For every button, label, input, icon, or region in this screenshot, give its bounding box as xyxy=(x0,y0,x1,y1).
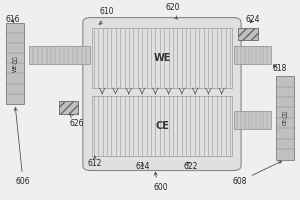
Bar xyxy=(92,96,232,156)
Text: WE:接头: WE:接头 xyxy=(13,55,17,72)
Text: WE: WE xyxy=(153,53,171,63)
Text: 614: 614 xyxy=(135,162,150,171)
Text: 618: 618 xyxy=(273,64,287,73)
Text: 612: 612 xyxy=(88,156,102,168)
Text: 624: 624 xyxy=(246,15,260,24)
Text: 616: 616 xyxy=(5,15,20,24)
Text: 606: 606 xyxy=(14,108,30,186)
FancyBboxPatch shape xyxy=(83,18,241,171)
Bar xyxy=(92,28,232,88)
Bar xyxy=(238,28,257,40)
Text: 610: 610 xyxy=(99,7,114,24)
Text: 620: 620 xyxy=(165,3,180,19)
Bar xyxy=(276,76,294,160)
Bar xyxy=(234,46,271,64)
Bar xyxy=(59,101,78,114)
Bar xyxy=(6,23,24,104)
Text: 600: 600 xyxy=(153,172,168,192)
Text: CE:接头: CE:接头 xyxy=(283,110,287,125)
Text: 608: 608 xyxy=(232,161,282,186)
Bar xyxy=(29,46,90,64)
Text: 626: 626 xyxy=(70,114,84,128)
Text: CE: CE xyxy=(155,121,169,131)
Text: 622: 622 xyxy=(183,162,197,171)
Bar xyxy=(234,111,271,129)
